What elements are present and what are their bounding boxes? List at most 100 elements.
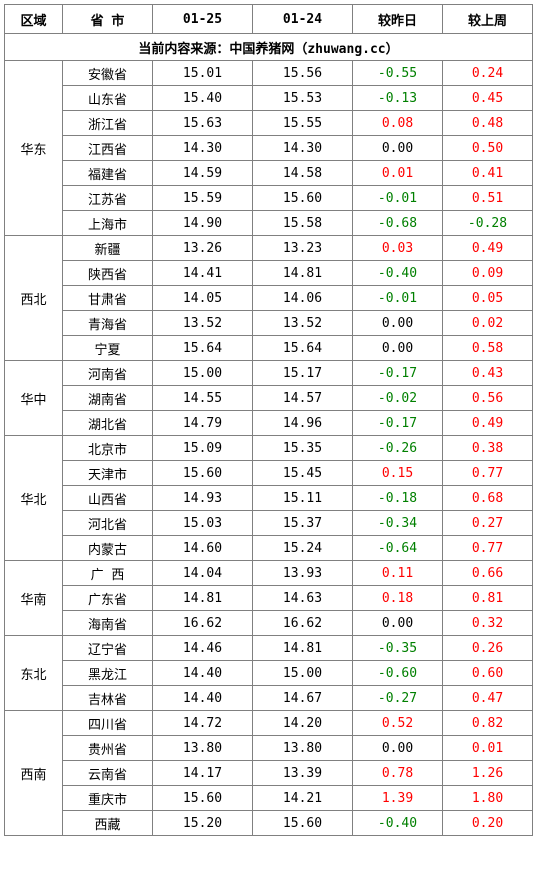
value-date1: 14.40 <box>153 661 253 686</box>
source-row: 当前内容来源：中国养猪网（zhuwang.cc） <box>5 34 533 61</box>
table-row: 云南省14.1713.390.781.26 <box>5 761 533 786</box>
value-date1: 15.64 <box>153 336 253 361</box>
value-vs-yesterday: 0.78 <box>353 761 443 786</box>
value-vs-lastweek: 0.56 <box>443 386 533 411</box>
table-row: 华东安徽省15.0115.56-0.550.24 <box>5 61 533 86</box>
province-cell: 浙江省 <box>63 111 153 136</box>
value-vs-lastweek: 0.58 <box>443 336 533 361</box>
value-date2: 15.00 <box>253 661 353 686</box>
province-cell: 湖北省 <box>63 411 153 436</box>
table-row: 内蒙古14.6015.24-0.640.77 <box>5 536 533 561</box>
value-date2: 14.21 <box>253 786 353 811</box>
province-cell: 北京市 <box>63 436 153 461</box>
value-date1: 14.30 <box>153 136 253 161</box>
province-cell: 上海市 <box>63 211 153 236</box>
province-cell: 江西省 <box>63 136 153 161</box>
value-vs-lastweek: 0.49 <box>443 411 533 436</box>
province-cell: 山西省 <box>63 486 153 511</box>
value-date2: 15.60 <box>253 811 353 836</box>
province-cell: 河北省 <box>63 511 153 536</box>
table-row: 西北新疆13.2613.230.030.49 <box>5 236 533 261</box>
value-date2: 15.56 <box>253 61 353 86</box>
value-date1: 14.41 <box>153 261 253 286</box>
region-cell: 华中 <box>5 361 63 436</box>
value-vs-lastweek: 0.51 <box>443 186 533 211</box>
province-cell: 四川省 <box>63 711 153 736</box>
table-row: 华南广 西14.0413.930.110.66 <box>5 561 533 586</box>
table-row: 陕西省14.4114.81-0.400.09 <box>5 261 533 286</box>
value-date2: 14.96 <box>253 411 353 436</box>
province-cell: 贵州省 <box>63 736 153 761</box>
value-vs-yesterday: -0.27 <box>353 686 443 711</box>
province-cell: 安徽省 <box>63 61 153 86</box>
value-vs-yesterday: -0.68 <box>353 211 443 236</box>
value-vs-yesterday: 0.11 <box>353 561 443 586</box>
value-date1: 15.59 <box>153 186 253 211</box>
value-date2: 15.45 <box>253 461 353 486</box>
value-date1: 15.63 <box>153 111 253 136</box>
province-cell: 江苏省 <box>63 186 153 211</box>
table-row: 上海市14.9015.58-0.68-0.28 <box>5 211 533 236</box>
value-vs-yesterday: 1.39 <box>353 786 443 811</box>
value-date1: 14.90 <box>153 211 253 236</box>
province-cell: 辽宁省 <box>63 636 153 661</box>
value-date1: 16.62 <box>153 611 253 636</box>
value-vs-lastweek: 0.02 <box>443 311 533 336</box>
table-row: 江西省14.3014.300.000.50 <box>5 136 533 161</box>
value-vs-yesterday: -0.17 <box>353 361 443 386</box>
value-vs-lastweek: 0.68 <box>443 486 533 511</box>
value-vs-yesterday: 0.18 <box>353 586 443 611</box>
value-date1: 15.40 <box>153 86 253 111</box>
value-date2: 14.30 <box>253 136 353 161</box>
value-vs-lastweek: -0.28 <box>443 211 533 236</box>
value-vs-yesterday: 0.01 <box>353 161 443 186</box>
value-date2: 13.52 <box>253 311 353 336</box>
value-date2: 15.60 <box>253 186 353 211</box>
value-date1: 14.04 <box>153 561 253 586</box>
province-cell: 湖南省 <box>63 386 153 411</box>
table-body: 华东安徽省15.0115.56-0.550.24山东省15.4015.53-0.… <box>5 61 533 836</box>
value-date1: 14.72 <box>153 711 253 736</box>
value-vs-yesterday: -0.01 <box>353 186 443 211</box>
value-vs-lastweek: 0.43 <box>443 361 533 386</box>
value-vs-lastweek: 0.05 <box>443 286 533 311</box>
value-vs-yesterday: 0.03 <box>353 236 443 261</box>
value-vs-lastweek: 0.81 <box>443 586 533 611</box>
header-vs-yest: 较昨日 <box>353 5 443 34</box>
value-date2: 13.80 <box>253 736 353 761</box>
table-row: 广东省14.8114.630.180.81 <box>5 586 533 611</box>
value-vs-lastweek: 0.47 <box>443 686 533 711</box>
value-vs-yesterday: 0.00 <box>353 336 443 361</box>
table-row: 湖南省14.5514.57-0.020.56 <box>5 386 533 411</box>
header-row: 区域 省 市 01-25 01-24 较昨日 较上周 <box>5 5 533 34</box>
value-date2: 14.67 <box>253 686 353 711</box>
header-date1: 01-25 <box>153 5 253 34</box>
province-cell: 广 西 <box>63 561 153 586</box>
value-date2: 14.06 <box>253 286 353 311</box>
table-row: 浙江省15.6315.550.080.48 <box>5 111 533 136</box>
value-date2: 15.35 <box>253 436 353 461</box>
value-vs-yesterday: -0.13 <box>353 86 443 111</box>
value-date2: 15.24 <box>253 536 353 561</box>
value-date1: 15.01 <box>153 61 253 86</box>
source-text: 当前内容来源：中国养猪网（zhuwang.cc） <box>5 34 533 61</box>
value-vs-lastweek: 1.80 <box>443 786 533 811</box>
header-date2: 01-24 <box>253 5 353 34</box>
header-province: 省 市 <box>63 5 153 34</box>
value-date1: 14.40 <box>153 686 253 711</box>
province-cell: 福建省 <box>63 161 153 186</box>
value-vs-yesterday: -0.40 <box>353 261 443 286</box>
table-row: 湖北省14.7914.96-0.170.49 <box>5 411 533 436</box>
value-vs-yesterday: -0.60 <box>353 661 443 686</box>
value-date2: 15.64 <box>253 336 353 361</box>
value-vs-yesterday: -0.18 <box>353 486 443 511</box>
table-row: 海南省16.6216.620.000.32 <box>5 611 533 636</box>
value-date2: 14.63 <box>253 586 353 611</box>
value-vs-lastweek: 0.41 <box>443 161 533 186</box>
table-row: 山西省14.9315.11-0.180.68 <box>5 486 533 511</box>
value-vs-yesterday: -0.35 <box>353 636 443 661</box>
value-date2: 16.62 <box>253 611 353 636</box>
value-vs-lastweek: 0.82 <box>443 711 533 736</box>
value-date2: 15.11 <box>253 486 353 511</box>
value-date1: 15.60 <box>153 461 253 486</box>
